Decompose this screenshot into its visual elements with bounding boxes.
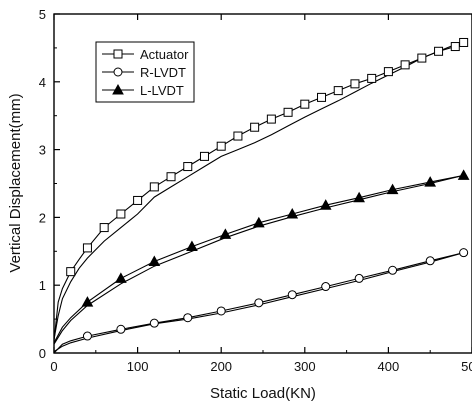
series-point-r-lvdt (254, 298, 264, 308)
series-point-actuator (417, 53, 427, 63)
series-point-actuator (383, 67, 393, 77)
series-point-actuator (216, 141, 226, 151)
x-tick-label: 0 (50, 359, 57, 374)
x-tick-label: 400 (378, 359, 400, 374)
x-tick-label: 300 (294, 359, 316, 374)
series-point-actuator (367, 73, 377, 83)
legend-marker-l-lvdt (112, 83, 124, 95)
series-point-actuator (400, 60, 410, 70)
series-line-l-lvdt-loading (53, 174, 464, 344)
series-point-r-lvdt (459, 248, 469, 258)
series-point-actuator (199, 151, 209, 161)
legend: Actuator R-LVDT L-LVDT (95, 41, 195, 103)
series-point-l-lvdt (286, 207, 299, 219)
series-point-actuator (300, 99, 310, 109)
series-point-l-lvdt (319, 199, 332, 210)
series-point-actuator (183, 162, 193, 172)
series-point-actuator (166, 172, 176, 182)
y-axis: 0 1 2 3 4 5 (39, 7, 60, 361)
series-point-actuator (250, 122, 260, 132)
series-point-actuator (233, 131, 243, 141)
series-point-r-lvdt (287, 290, 297, 300)
legend-label-r-lvdt: R-LVDT (140, 65, 186, 80)
series-point-r-lvdt (354, 273, 364, 283)
series-point-actuator (450, 42, 460, 52)
series-point-r-lvdt (321, 282, 331, 292)
series-point-r-lvdt (425, 256, 435, 266)
y-tick-label: 3 (39, 143, 46, 158)
series-point-l-lvdt (219, 228, 232, 239)
legend-label-l-lvdt: L-LVDT (140, 83, 184, 98)
series-point-actuator (82, 243, 92, 253)
series-point-actuator (350, 79, 360, 89)
series-point-l-lvdt (115, 272, 127, 283)
series-point-l-lvdt (186, 240, 198, 252)
series-point-l-lvdt (386, 183, 399, 195)
y-axis-title: Vertical Displacement(mm) (7, 93, 24, 272)
y-tick-label: 0 (39, 346, 46, 361)
legend-marker-r-lvdt (113, 67, 123, 77)
x-tick-label: 100 (127, 359, 149, 374)
series-point-actuator (116, 209, 126, 219)
series-point-actuator (459, 37, 469, 47)
legend-marker-actuator (113, 49, 123, 59)
x-tick-label: 200 (210, 359, 232, 374)
legend-label-actuator: Actuator (140, 47, 189, 62)
series-point-r-lvdt (183, 313, 193, 323)
series-point-l-lvdt (457, 169, 470, 180)
y-tick-label: 4 (39, 75, 46, 90)
series-line-l-lvdt-unloading (53, 174, 464, 345)
x-axis-title: Static Load(KN) (210, 385, 316, 402)
series-point-r-lvdt (388, 265, 398, 275)
series-point-actuator (133, 195, 143, 205)
series-point-actuator (149, 182, 159, 192)
series-point-l-lvdt (148, 255, 161, 266)
y-tick-label: 1 (39, 278, 46, 293)
x-axis: 0 100 200 300 400 500 (50, 14, 472, 374)
series-point-actuator (333, 86, 343, 96)
series-point-l-lvdt (353, 191, 365, 203)
series-point-r-lvdt (116, 324, 126, 334)
series-point-actuator (283, 107, 293, 117)
y-tick-label: 2 (39, 210, 46, 225)
series-point-actuator (266, 114, 276, 124)
series-line-actuator-unloading (53, 41, 464, 340)
series-point-actuator (434, 46, 444, 56)
series-point-r-lvdt (149, 318, 159, 328)
series-point-r-lvdt (82, 331, 92, 341)
plot-markers-group (66, 37, 470, 341)
series-point-actuator (66, 267, 76, 277)
series-point-l-lvdt (424, 176, 437, 187)
x-tick-label: 500 (461, 359, 472, 374)
series-point-l-lvdt (252, 216, 265, 228)
series-point-actuator (317, 92, 327, 102)
series-point-l-lvdt (81, 296, 94, 307)
series-point-r-lvdt (216, 306, 226, 316)
series-point-actuator (99, 223, 109, 233)
y-tick-label: 5 (39, 7, 46, 22)
